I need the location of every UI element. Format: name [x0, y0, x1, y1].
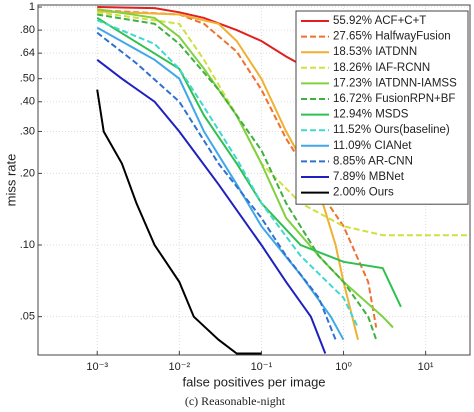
series-line — [97, 10, 359, 340]
legend-label: 55.92% ACF+C+T — [333, 15, 426, 27]
y-axis-label: miss rate — [3, 154, 18, 207]
caption: (c) Reasonable-night — [185, 394, 286, 408]
y-tick-label: .10 — [20, 239, 35, 251]
y-tick-label: .20 — [20, 167, 35, 179]
legend-label: 7.89% MBNet — [333, 171, 405, 183]
y-tick-label: 1 — [29, 1, 35, 13]
y-tick-label: .40 — [20, 96, 35, 108]
legend-label: 2.00% Ours — [333, 187, 394, 199]
x-axis-label: false positives per image — [182, 374, 325, 389]
series-line — [96, 31, 337, 341]
series-line — [96, 59, 327, 354]
y-tick-label: .50 — [20, 73, 35, 85]
legend-label: 11.09% CIANet — [333, 140, 412, 152]
series-line — [96, 89, 262, 355]
series-line — [97, 9, 378, 328]
y-tick-label: .64 — [20, 47, 35, 59]
x-tick-label: 10⁻¹ — [251, 361, 273, 373]
y-tick-label: .80 — [20, 24, 35, 36]
x-tick-label: 10¹ — [418, 361, 434, 373]
legend-label: 18.53% IATDNN — [333, 46, 417, 58]
series-line — [97, 8, 394, 329]
legend-label: 27.65% HalfwayFusion — [333, 31, 451, 43]
plot-frame — [37, 4, 471, 356]
legend-label: 17.23% IATDNN-IAMSS — [333, 77, 457, 89]
y-tick-label: .30 — [20, 125, 35, 137]
x-tick-label: 10⁻³ — [86, 361, 108, 373]
legend-box — [295, 10, 469, 205]
legend-label: 16.72% FusionRPN+BF — [333, 93, 455, 105]
series-line — [97, 13, 378, 341]
x-tick-label: 10⁻² — [168, 361, 190, 373]
legend-label: 11.52% Ours(baseline) — [333, 124, 450, 136]
legend-label: 18.26% IAF-RCNN — [333, 62, 430, 74]
series-line — [96, 19, 359, 328]
legend-label: 8.85% AR-CNN — [333, 155, 413, 167]
x-tick-label: 10⁰ — [335, 361, 352, 373]
y-tick-label: .05 — [20, 311, 35, 323]
legend-label: 12.94% MSDS — [333, 109, 409, 121]
